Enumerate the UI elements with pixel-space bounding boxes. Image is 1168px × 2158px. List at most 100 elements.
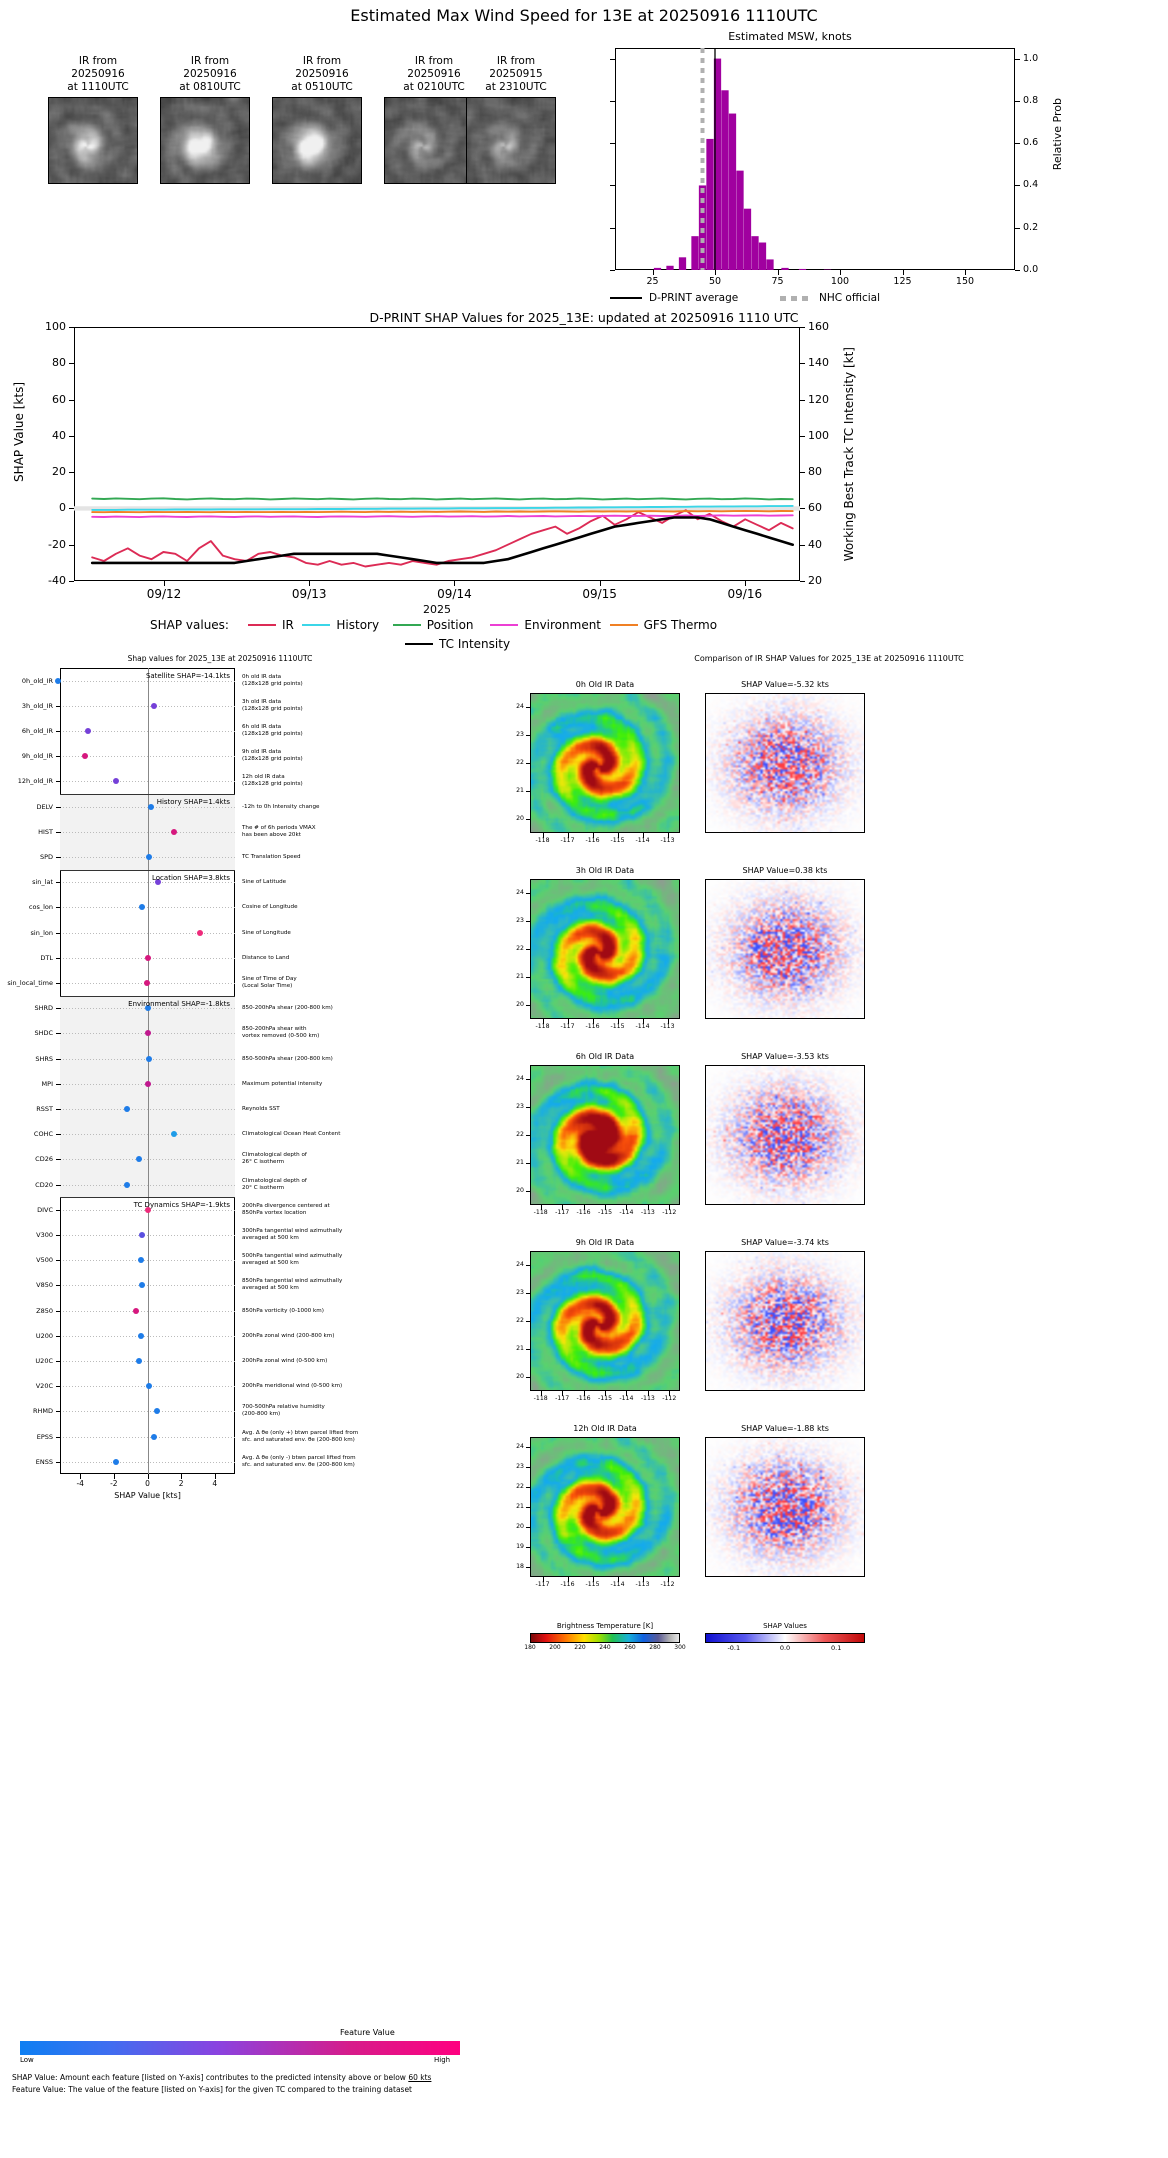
histogram-ylabel: Relative Prob <box>1051 98 1064 171</box>
ir-xtick <box>642 833 644 838</box>
feature-value-label: Feature Value <box>340 2028 395 2037</box>
histogram-axes <box>615 48 1015 270</box>
histogram-xtick-label: 50 <box>708 276 722 287</box>
line-swatch <box>609 623 638 627</box>
shap-feature-label: V20C <box>35 1382 53 1391</box>
ir-data-image <box>530 1065 680 1205</box>
ir-panel-caption-line1: IR from <box>496 55 536 67</box>
shap-feature-description: 9h old IR data (128x128 grid points) <box>242 749 303 763</box>
shap-value-dot <box>132 1307 139 1314</box>
brightness-temperature-tick-label: 200 <box>549 1644 561 1651</box>
ir-xtick <box>667 1019 669 1024</box>
ir-panel-caption-line3: at 2310UTC <box>485 80 547 93</box>
shap-feature-label: U20C <box>35 1357 53 1365</box>
brightness-temperature-tick-label: 260 <box>624 1644 636 1651</box>
shap-feature-label: CD20 <box>35 1180 53 1189</box>
ir-thumbnail <box>160 97 250 185</box>
timeseries-ytick-left-label: 80 <box>52 356 66 370</box>
shap-value-dot <box>147 803 154 810</box>
shap-row-tick <box>56 705 61 707</box>
ir-xtick-label: -114 <box>619 1395 634 1402</box>
brightness-temperature-tick-label: 240 <box>599 1644 611 1651</box>
shap-timeseries-panel: D-PRINT SHAP Values for 2025_13E: update… <box>0 305 1168 655</box>
ir-xtick-label: -112 <box>662 1209 677 1216</box>
timeseries-legend-label: Environment <box>524 618 602 632</box>
shap-value-dot <box>145 1005 152 1012</box>
ir-xtick-label: -117 <box>555 1395 570 1402</box>
histogram-xtick <box>965 270 966 275</box>
ir-xtick-label: -114 <box>619 1209 634 1216</box>
dashed-line-swatch <box>780 295 812 301</box>
shap-xlabel: SHAP Value [kts] <box>114 1491 181 1501</box>
shap-row-tick <box>56 781 61 783</box>
shap-value-dot <box>139 1232 146 1238</box>
ir-shap-value-title: SHAP Value=-1.88 kts <box>741 1424 829 1433</box>
timeseries-ytick-right-label: 100 <box>808 428 829 442</box>
shap-feature-label: 0h_old_IR <box>21 676 53 685</box>
ir-xtick <box>669 1391 671 1396</box>
shap-row-tick <box>56 1209 61 1211</box>
ir-xtick <box>626 1391 628 1396</box>
shap-feature-label: DELV <box>36 802 53 811</box>
ir-xtick <box>540 1205 542 1210</box>
timeseries-ytick-left <box>69 472 74 474</box>
shap-feature-label: HIST <box>38 827 53 836</box>
shap-feature-label: V500 <box>36 1256 53 1265</box>
shap-value-dot <box>124 1181 131 1188</box>
histogram-ytick-label: 0.4 <box>1023 179 1039 191</box>
shap-feature-description: Avg. Δ θe (only -) btwn parcel lifted fr… <box>242 1454 356 1468</box>
timeseries-ylabel-right: Working Best Track TC Intensity [kt] <box>842 347 856 562</box>
timeseries-xtick <box>309 581 311 586</box>
ir-thumbnail <box>272 97 362 185</box>
line-swatch <box>302 623 331 627</box>
timeseries-ytick-right <box>800 508 805 510</box>
histogram-ytick-left <box>610 270 615 271</box>
shap-row-tick <box>56 1285 61 1287</box>
timeseries-legend-item: IR <box>248 618 294 632</box>
ir-ytick-label: 23 <box>516 1463 524 1470</box>
shap-row-tick <box>56 882 61 884</box>
shap-group-label: Environmental SHAP=-1.8kts <box>128 999 230 1008</box>
histogram-legend-label: D-PRINT average <box>649 292 739 304</box>
shap-feature-label: sin_lat <box>32 878 53 887</box>
ir-xtick-label: -112 <box>660 1581 675 1588</box>
shap-value-dot <box>146 1055 153 1062</box>
ir-panel-caption-line3: at 0810UTC <box>179 80 241 93</box>
solid-line-swatch <box>610 297 642 299</box>
ir-xtick-label: -118 <box>535 837 550 844</box>
brightness-temperature-tick-label: 300 <box>674 1644 686 1651</box>
ir-shap-image <box>705 1251 865 1391</box>
histogram-xtick-label: 150 <box>955 276 975 287</box>
ir-ytick-label: 21 <box>516 1159 524 1166</box>
ir-panel-2: IR from 20250916 at 0510UTC <box>272 55 372 185</box>
timeseries-ytick-left-label: -20 <box>48 537 66 551</box>
ir-ytick <box>526 1527 531 1528</box>
shap-row-guide <box>60 756 235 758</box>
ir-ytick-label: 22 <box>516 1483 524 1490</box>
shap-feature-label: SPD <box>39 853 53 861</box>
ir-thumbnail <box>466 97 556 185</box>
shap-row-tick <box>56 1184 61 1186</box>
shap-group-label: Location SHAP=3.8kts <box>152 873 230 882</box>
shap-feature-label: SHRS <box>35 1054 53 1063</box>
ir-xtick-label: -117 <box>560 1023 575 1030</box>
histogram-xtick <box>777 270 779 275</box>
ir-xtick-label: -116 <box>560 1581 575 1588</box>
shap-value-dot <box>145 954 152 961</box>
ir-panel-caption-line2: 20250915 <box>489 67 543 80</box>
ir-xtick <box>583 1391 585 1396</box>
ir-ytick <box>526 893 531 894</box>
shap-feature-description: 850hPa tangential wind azimuthally avera… <box>242 1278 343 1292</box>
ir-panel-1: IR from 20250916 at 0810UTC <box>160 55 260 185</box>
ir-ytick-label: 23 <box>516 731 524 738</box>
timeseries-line-environment <box>91 514 794 519</box>
shap-row-guide <box>60 1411 235 1413</box>
shap-value-dot <box>136 1358 143 1364</box>
shap-value-dot <box>137 1332 144 1339</box>
ir-ytick <box>526 1265 531 1266</box>
shap-feature-label: V850 <box>36 1281 53 1290</box>
shap-values-tick-label: 0.1 <box>831 1644 842 1652</box>
ir-xtick <box>592 833 594 838</box>
shap-values-gradient <box>705 1633 865 1643</box>
shap-row-tick <box>56 907 61 909</box>
